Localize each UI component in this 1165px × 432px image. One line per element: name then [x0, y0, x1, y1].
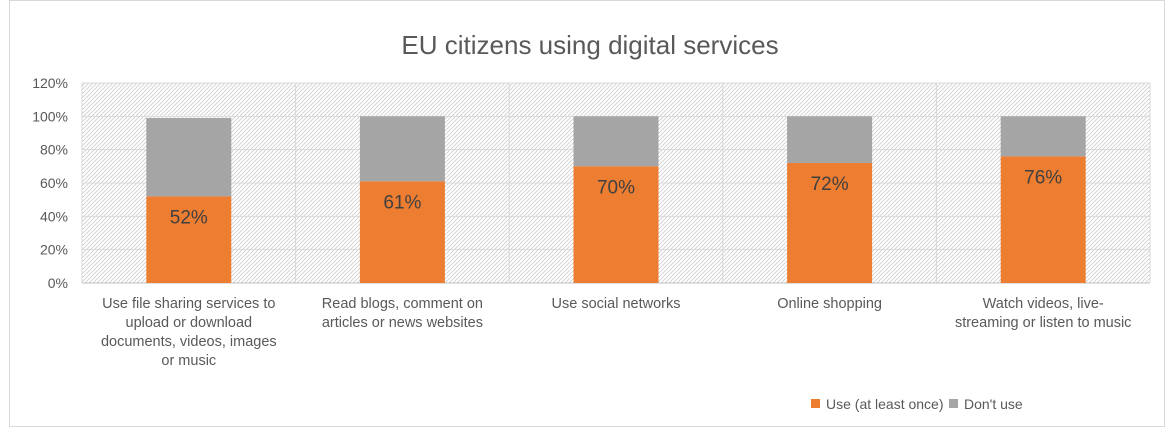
- bar-use: [1000, 156, 1086, 283]
- bar-dont-use: [359, 116, 445, 182]
- legend-label: Don't use: [964, 396, 1023, 412]
- legend-label: Use (at least once): [826, 396, 944, 412]
- y-tick-label: 120%: [32, 75, 68, 91]
- bar-dont-use: [573, 116, 659, 167]
- bar-dont-use: [1000, 116, 1086, 157]
- category-label: Online shopping: [777, 296, 882, 312]
- bar-use: [146, 196, 232, 283]
- category-label: streaming or listen to music: [955, 315, 1131, 331]
- bar-use: [359, 181, 445, 283]
- category-label: articles or news websites: [322, 315, 483, 331]
- bar-dont-use: [787, 116, 873, 163]
- category-label: documents, videos, images: [101, 334, 277, 350]
- y-tick-label: 60%: [40, 175, 68, 191]
- bar-dont-use: [146, 118, 232, 197]
- category-label: or music: [161, 353, 216, 369]
- bar-use: [787, 163, 873, 283]
- data-label: 76%: [1024, 167, 1062, 188]
- legend-swatch: [811, 399, 820, 408]
- category-label: Use file sharing services to: [102, 296, 275, 312]
- data-label: 61%: [383, 192, 421, 213]
- bar-use: [573, 166, 659, 283]
- chart-title: EU citizens using digital services: [401, 30, 778, 60]
- y-tick-label: 40%: [40, 208, 68, 224]
- y-tick-label: 0%: [48, 275, 68, 291]
- category-label: Use social networks: [552, 296, 681, 312]
- category-label: upload or download: [126, 315, 253, 331]
- data-label: 72%: [811, 174, 849, 195]
- y-tick-label: 100%: [32, 108, 68, 124]
- data-label: 70%: [597, 177, 635, 198]
- category-label: Read blogs, comment on: [322, 296, 483, 312]
- y-tick-label: 80%: [40, 142, 68, 158]
- data-label: 52%: [170, 207, 208, 228]
- y-tick-label: 20%: [40, 242, 68, 258]
- category-label: Watch videos, live-: [983, 296, 1104, 312]
- legend-swatch: [949, 399, 958, 408]
